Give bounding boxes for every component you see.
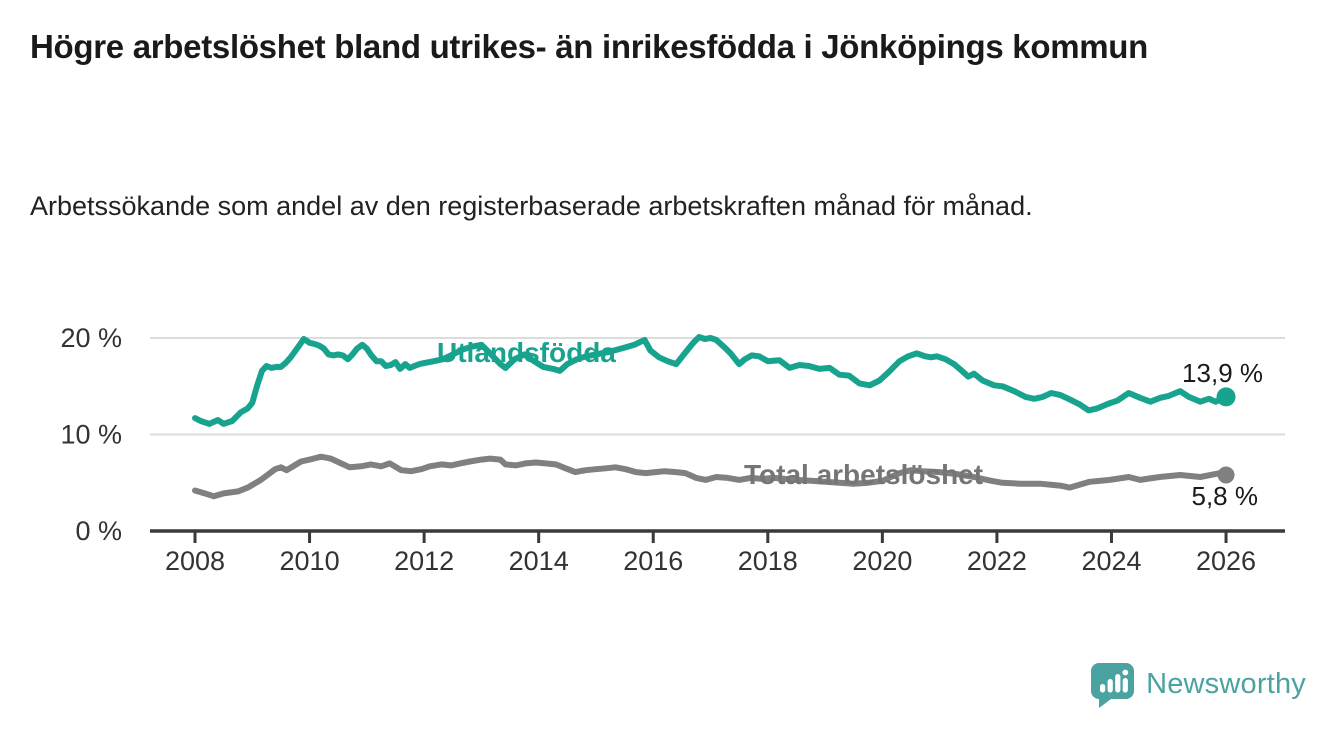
- x-tick-label: 2020: [852, 546, 912, 576]
- page-subtitle: Arbetssökande som andel av den registerb…: [30, 191, 1033, 221]
- series-end-dot-total-arbetsloshet: [1217, 466, 1235, 484]
- x-tick-label: 2010: [280, 546, 340, 576]
- x-tick-label: 2026: [1196, 546, 1256, 576]
- series-lines: [192, 334, 1236, 500]
- x-tick-label: 2016: [623, 546, 683, 576]
- series-label-utlandsfodda: Utlandsfödda: [437, 337, 616, 368]
- x-tick-label: 2022: [967, 546, 1027, 576]
- x-tick-label: 2014: [509, 546, 569, 576]
- logo-bars-icon: [1100, 669, 1129, 693]
- x-tick-label: 2018: [738, 546, 798, 576]
- newsworthy-logo: Newsworthy: [1089, 661, 1306, 708]
- y-tick-label: 10 %: [60, 420, 122, 450]
- x-tick-label: 2024: [1081, 546, 1141, 576]
- newsworthy-logo-text: Newsworthy: [1146, 668, 1306, 700]
- y-tick-label: 0 %: [75, 516, 122, 546]
- y-tick-label: 20 %: [60, 323, 122, 353]
- end-value-label-total: 5,8 %: [1192, 481, 1259, 511]
- series-line-total-arbetsloshet: [192, 453, 1229, 500]
- page-title: Högre arbetslöshet bland utrikes- än inr…: [30, 28, 1148, 65]
- series-line-utlandsfodda: [192, 334, 1229, 427]
- newsworthy-logo-icon: [1091, 663, 1135, 708]
- x-tick-label: 2012: [394, 546, 454, 576]
- x-axis: 2008 2010 2012 2014 2016 2018 2020 2022 2024 2026: [150, 529, 1285, 576]
- x-tick-label: 2008: [165, 546, 225, 576]
- gridlines: 0 % 10 % 20 %: [60, 323, 1285, 546]
- series-label-total-arbetsloshet: Total arbetslöshet: [744, 459, 983, 490]
- end-value-label-utlandsfodda: 13,9 %: [1182, 358, 1263, 388]
- series-end-dot-utlandsfodda: [1216, 387, 1236, 407]
